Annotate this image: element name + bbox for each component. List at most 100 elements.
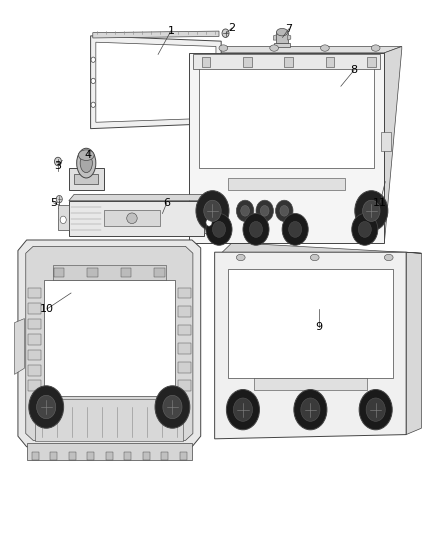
Polygon shape xyxy=(288,35,291,40)
Ellipse shape xyxy=(237,254,245,261)
Polygon shape xyxy=(69,201,204,236)
Text: 10: 10 xyxy=(40,304,54,314)
Ellipse shape xyxy=(54,157,61,166)
Ellipse shape xyxy=(358,221,371,237)
Polygon shape xyxy=(201,57,210,67)
Polygon shape xyxy=(50,452,57,460)
Polygon shape xyxy=(143,452,150,460)
Polygon shape xyxy=(18,240,201,447)
Polygon shape xyxy=(28,334,41,345)
Ellipse shape xyxy=(77,148,96,178)
Polygon shape xyxy=(178,288,191,298)
Ellipse shape xyxy=(366,398,385,421)
Text: 5: 5 xyxy=(50,198,57,208)
Ellipse shape xyxy=(196,191,229,231)
Polygon shape xyxy=(106,452,113,460)
Polygon shape xyxy=(385,46,402,243)
Polygon shape xyxy=(74,174,99,184)
Ellipse shape xyxy=(233,398,253,421)
Ellipse shape xyxy=(60,216,66,223)
Ellipse shape xyxy=(359,390,392,430)
Polygon shape xyxy=(274,43,290,47)
Polygon shape xyxy=(28,319,41,329)
Polygon shape xyxy=(69,195,209,201)
Polygon shape xyxy=(35,399,184,441)
Ellipse shape xyxy=(155,386,190,428)
Polygon shape xyxy=(221,243,421,253)
Ellipse shape xyxy=(280,206,289,216)
Polygon shape xyxy=(367,57,376,67)
Ellipse shape xyxy=(222,29,229,37)
Polygon shape xyxy=(284,57,293,67)
Ellipse shape xyxy=(206,219,212,226)
Ellipse shape xyxy=(204,200,221,221)
Ellipse shape xyxy=(355,191,388,231)
Polygon shape xyxy=(53,265,166,280)
Text: 9: 9 xyxy=(315,322,323,333)
Polygon shape xyxy=(28,365,41,376)
Ellipse shape xyxy=(371,45,380,51)
Ellipse shape xyxy=(321,45,329,51)
Polygon shape xyxy=(27,442,192,460)
Polygon shape xyxy=(199,68,374,168)
Polygon shape xyxy=(178,325,191,335)
Polygon shape xyxy=(26,246,193,440)
Polygon shape xyxy=(193,54,380,69)
Ellipse shape xyxy=(260,206,269,216)
Ellipse shape xyxy=(294,390,327,430)
Ellipse shape xyxy=(276,200,293,221)
Ellipse shape xyxy=(311,254,319,261)
Text: 3: 3 xyxy=(54,161,61,171)
Text: 8: 8 xyxy=(350,66,357,75)
Text: 6: 6 xyxy=(163,198,170,208)
Polygon shape xyxy=(273,35,276,40)
Polygon shape xyxy=(188,46,402,53)
Polygon shape xyxy=(32,452,39,460)
Ellipse shape xyxy=(270,45,279,51)
Polygon shape xyxy=(178,343,191,354)
Polygon shape xyxy=(28,350,41,360)
Ellipse shape xyxy=(219,45,228,51)
Polygon shape xyxy=(154,268,165,277)
Ellipse shape xyxy=(163,395,182,419)
Polygon shape xyxy=(54,268,64,277)
Ellipse shape xyxy=(206,214,232,245)
Polygon shape xyxy=(161,452,168,460)
Polygon shape xyxy=(178,381,191,391)
Text: 1: 1 xyxy=(168,26,175,36)
Polygon shape xyxy=(178,306,191,317)
Polygon shape xyxy=(69,168,104,190)
Polygon shape xyxy=(44,280,175,397)
Ellipse shape xyxy=(241,206,250,216)
Text: 4: 4 xyxy=(85,150,92,160)
Ellipse shape xyxy=(301,398,320,421)
Polygon shape xyxy=(188,53,385,243)
Ellipse shape xyxy=(37,395,56,419)
Ellipse shape xyxy=(212,221,226,237)
Polygon shape xyxy=(276,32,288,43)
Ellipse shape xyxy=(237,200,254,221)
Polygon shape xyxy=(58,205,69,230)
Polygon shape xyxy=(325,57,334,67)
Ellipse shape xyxy=(226,390,259,430)
Polygon shape xyxy=(204,204,215,233)
Ellipse shape xyxy=(127,213,137,223)
Polygon shape xyxy=(180,452,187,460)
Ellipse shape xyxy=(250,221,262,237)
Ellipse shape xyxy=(352,214,378,245)
Text: 2: 2 xyxy=(229,23,236,33)
Ellipse shape xyxy=(91,78,95,84)
Polygon shape xyxy=(88,268,98,277)
Ellipse shape xyxy=(289,221,302,237)
Polygon shape xyxy=(104,211,160,226)
Polygon shape xyxy=(28,381,41,391)
Polygon shape xyxy=(96,42,216,122)
Ellipse shape xyxy=(256,200,273,221)
Ellipse shape xyxy=(80,154,92,173)
Ellipse shape xyxy=(91,57,95,62)
Polygon shape xyxy=(215,252,406,439)
Polygon shape xyxy=(124,452,131,460)
Polygon shape xyxy=(121,268,131,277)
Ellipse shape xyxy=(276,28,288,36)
Ellipse shape xyxy=(363,200,380,221)
